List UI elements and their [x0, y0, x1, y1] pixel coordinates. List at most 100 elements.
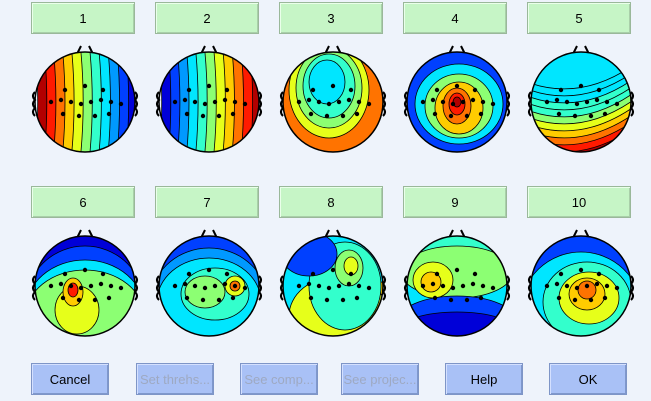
topomap-6[interactable]	[31, 226, 139, 346]
electrode-dot	[58, 281, 64, 287]
electrode-dot	[182, 97, 188, 103]
electrode-dot	[316, 283, 322, 289]
electrode-dot	[470, 97, 476, 103]
electrode-dot	[82, 267, 88, 273]
electrode-dot	[596, 87, 602, 93]
electrode-dot	[310, 87, 316, 93]
electrode-dot	[172, 99, 178, 105]
electrode-dot	[296, 99, 302, 105]
component-panel-6: 6	[31, 186, 139, 346]
component-button-4[interactable]: 4	[403, 2, 507, 34]
electrode-dot	[480, 99, 486, 105]
electrode-dot	[206, 267, 212, 273]
electrode-dot	[614, 101, 620, 107]
electrode-dot	[356, 99, 362, 105]
electrode-dot	[434, 271, 440, 277]
electrode-dot	[346, 97, 352, 103]
component-button-3[interactable]: 3	[279, 2, 383, 34]
electrode-dot	[68, 99, 74, 105]
electrode-dot	[340, 113, 346, 119]
component-button-8[interactable]: 8	[279, 186, 383, 218]
electrode-dot	[242, 285, 248, 291]
electrode-dot	[76, 113, 82, 119]
left-ear-icon	[280, 275, 285, 301]
component-button-10[interactable]: 10	[527, 186, 631, 218]
electrode-dot	[88, 283, 94, 289]
electrode-dot	[224, 87, 230, 93]
electrode-dot	[434, 87, 440, 93]
electrode-dot	[574, 101, 580, 107]
component-panel-10: 10	[527, 186, 635, 346]
topomap-5[interactable]	[527, 42, 635, 162]
component-button-2[interactable]: 2	[155, 2, 259, 34]
electrode-dot	[594, 97, 600, 103]
electrode-dot	[98, 97, 104, 103]
electrode-dot	[106, 111, 112, 117]
electrode-dot	[232, 283, 238, 289]
electrode-dot	[490, 285, 496, 291]
electrode-dot	[472, 87, 478, 93]
topomap-1[interactable]	[31, 42, 139, 162]
right-ear-icon	[133, 91, 138, 117]
electrode-dot	[558, 87, 564, 93]
electrode-dot	[450, 285, 456, 291]
component-panel-3: 3	[279, 2, 387, 162]
electrode-dot	[594, 281, 600, 287]
electrode-dot	[346, 281, 352, 287]
component-button-6[interactable]: 6	[31, 186, 135, 218]
electrode-dot	[108, 283, 114, 289]
electrode-dot	[490, 101, 496, 107]
electrode-dot	[92, 297, 98, 303]
electrode-dot	[202, 285, 208, 291]
electrode-dot	[348, 87, 354, 93]
electrode-dot	[336, 283, 342, 289]
electrode-dot	[354, 295, 360, 301]
help-button[interactable]: Help	[445, 363, 523, 395]
left-ear-icon	[156, 275, 161, 301]
electrode-dot	[336, 99, 342, 105]
electrode-dot	[296, 283, 302, 289]
component-button-5[interactable]: 5	[527, 2, 631, 34]
electrode-dot	[222, 281, 228, 287]
electrode-dot	[98, 281, 104, 287]
topomap-3[interactable]	[279, 42, 387, 162]
electrode-dot	[60, 111, 66, 117]
component-button-7[interactable]: 7	[155, 186, 259, 218]
electrode-dot	[60, 295, 66, 301]
left-ear-icon	[404, 275, 409, 301]
electrode-dot	[78, 285, 84, 291]
electrode-dot	[308, 111, 314, 117]
electrode-dot	[602, 111, 608, 117]
electrode-dot	[306, 97, 312, 103]
topomap-7[interactable]	[155, 226, 263, 346]
electrode-dot	[432, 295, 438, 301]
electrode-dot	[460, 283, 466, 289]
electrode-dot	[118, 101, 124, 107]
topomap-10[interactable]	[527, 226, 635, 346]
topomap-4[interactable]	[403, 42, 511, 162]
electrode-dot	[212, 99, 218, 105]
component-panel-1: 1	[31, 2, 139, 162]
electrode-dot	[584, 99, 590, 105]
electrode-dot	[200, 113, 206, 119]
ok-button[interactable]: OK	[549, 363, 627, 395]
electrode-dot	[186, 87, 192, 93]
see-projection-button: See projec...	[341, 363, 419, 395]
topomap-8[interactable]	[279, 226, 387, 346]
topomap-9[interactable]	[403, 226, 511, 346]
component-button-1[interactable]: 1	[31, 2, 135, 34]
electrode-dot	[184, 295, 190, 301]
left-ear-icon	[280, 91, 285, 117]
electrode-dot	[430, 281, 436, 287]
topomap-2[interactable]	[155, 42, 263, 162]
left-ear-icon	[32, 91, 37, 117]
right-ear-icon	[257, 275, 262, 301]
component-button-9[interactable]: 9	[403, 186, 507, 218]
right-ear-icon	[505, 91, 510, 117]
electrode-dot	[78, 101, 84, 107]
electrode-dot	[310, 271, 316, 277]
cancel-button[interactable]: Cancel	[31, 363, 109, 395]
electrode-dot	[232, 99, 238, 105]
electrode-dot	[308, 295, 314, 301]
left-ear-icon	[404, 91, 409, 117]
